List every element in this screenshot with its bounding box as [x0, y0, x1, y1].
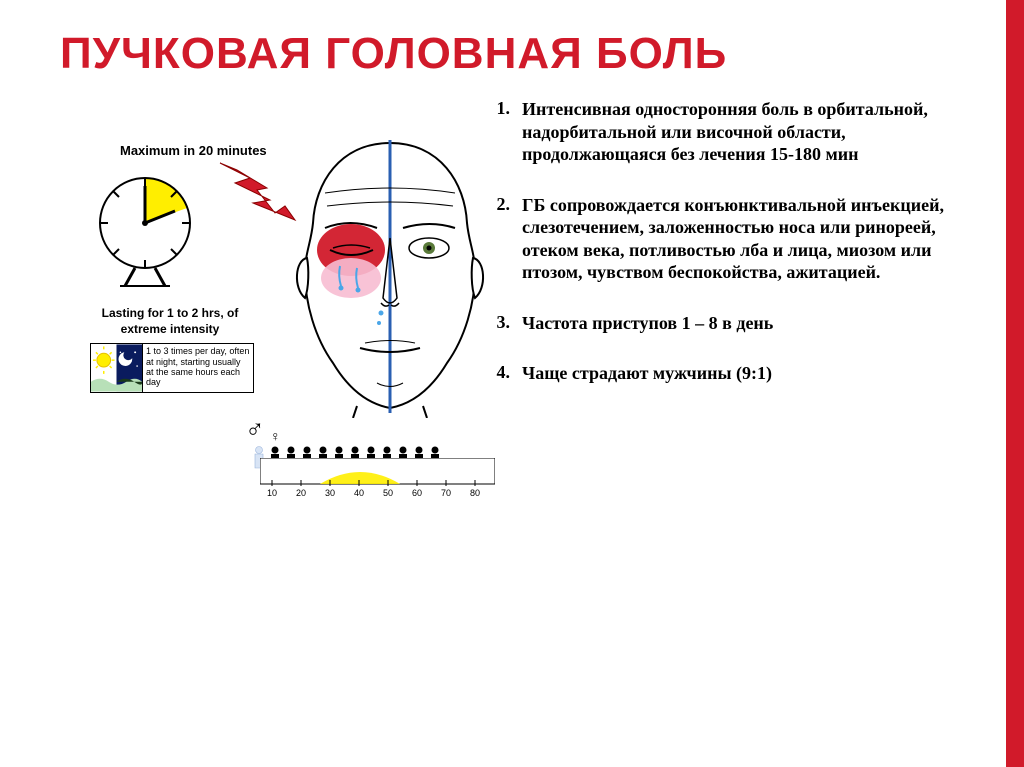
male-symbol: ♂ — [245, 413, 265, 443]
list-item-3: 3. Частота приступов 1 – 8 в день — [490, 312, 964, 335]
slide-title: ПУЧКОВАЯ ГОЛОВНАЯ БОЛЬ — [60, 30, 964, 78]
daynight-box: 1 to 3 times per day, often at night, st… — [90, 343, 254, 393]
diagram-panel: Maximum in 20 minutes — [60, 98, 480, 413]
pain-bolt-icon — [215, 158, 305, 228]
head-illustration — [285, 138, 495, 418]
svg-text:60: 60 — [412, 488, 422, 498]
accent-bar — [1006, 0, 1024, 767]
content-row: Maximum in 20 minutes — [60, 98, 964, 413]
daynight-text: 1 to 3 times per day, often at night, st… — [143, 344, 253, 392]
svg-text:20: 20 — [296, 488, 306, 498]
clock-icon — [90, 168, 200, 288]
svg-text:80: 80 — [470, 488, 480, 498]
svg-text:50: 50 — [383, 488, 393, 498]
clock-label: Maximum in 20 minutes — [120, 143, 267, 158]
slide: ПУЧКОВАЯ ГОЛОВНАЯ БОЛЬ Maximum in 20 min… — [0, 0, 1024, 433]
list-text: ГБ сопровождается конъюнктивальной инъек… — [522, 194, 964, 284]
svg-text:40: 40 — [354, 488, 364, 498]
list-text: Интенсивная односторонняя боль в орбитал… — [522, 98, 964, 166]
svg-text:30: 30 — [325, 488, 335, 498]
list-text: Частота приступов 1 – 8 в день — [522, 312, 773, 335]
daynight-icon — [91, 344, 143, 392]
female-symbol: ♀ — [270, 428, 281, 444]
list-item-1: 1. Интенсивная односторонняя боль в орби… — [490, 98, 964, 166]
text-column: 1. Интенсивная односторонняя боль в орби… — [490, 98, 964, 413]
duration-label: Lasting for 1 to 2 hrs, of extreme inten… — [100, 306, 240, 337]
list-item-2: 2. ГБ сопровождается конъюнктивальной ин… — [490, 194, 964, 284]
list-text: Чаще страдают мужчины (9:1) — [522, 362, 772, 385]
svg-text:70: 70 — [441, 488, 451, 498]
list-item-4: 4. Чаще страдают мужчины (9:1) — [490, 362, 964, 385]
svg-text:10: 10 — [267, 488, 277, 498]
age-scale: 10 20 30 40 50 60 70 80 — [260, 458, 495, 506]
